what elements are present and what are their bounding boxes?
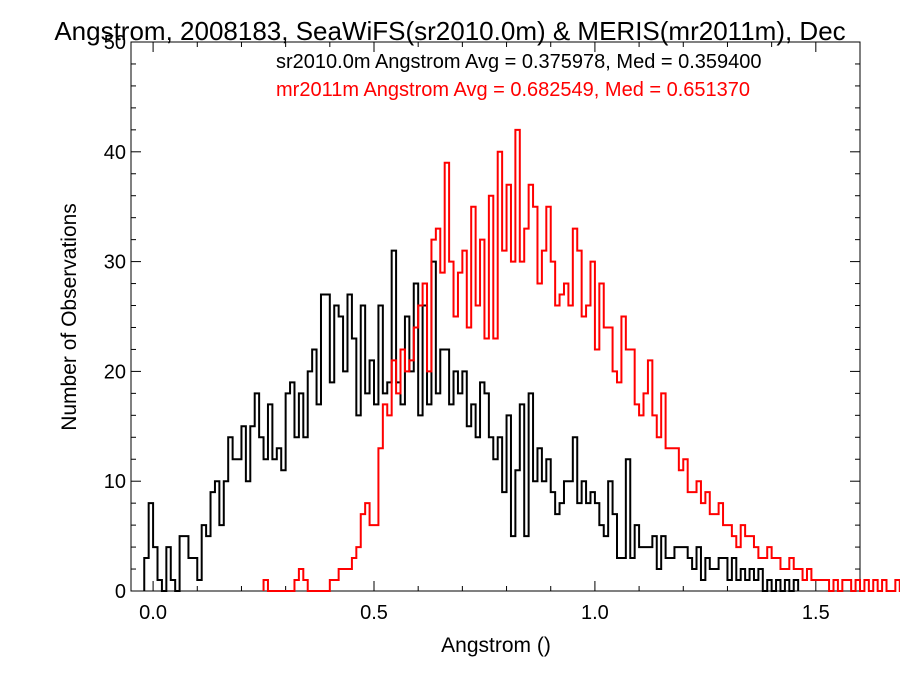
x-tick-label: 1.5 — [802, 602, 830, 624]
y-tick-label: 50 — [104, 32, 126, 54]
y-tick-label: 10 — [104, 471, 126, 493]
y-tick-label: 20 — [104, 361, 126, 383]
histogram-series-mr2011m — [262, 128, 900, 592]
y-tick-label: 0 — [115, 581, 126, 603]
chart-title: Angstrom, 2008183, SeaWiFS(sr2010.0m) & … — [54, 16, 845, 46]
annotation-sr2010: sr2010.0m Angstrom Avg = 0.375978, Med =… — [276, 51, 762, 73]
x-tick-label: 0.5 — [360, 602, 388, 624]
y-axis-label: Number of Observations — [58, 203, 81, 431]
y-tick-label: 40 — [104, 142, 126, 164]
y-tick-label: 30 — [104, 252, 126, 274]
plot-area: 0.0 0.5 1.0 1.5 0 10 20 30 40 50 — [104, 32, 900, 624]
x-tick-label: 0.0 — [139, 602, 167, 624]
annotation-mr2011: mr2011m Angstrom Avg = 0.682549, Med = 0… — [276, 79, 750, 101]
histogram-series-sr2010.0m — [143, 249, 800, 592]
x-tick-label: 1.0 — [581, 602, 609, 624]
plot-frame — [130, 41, 861, 592]
x-axis-label: Angstrom () — [441, 634, 551, 657]
